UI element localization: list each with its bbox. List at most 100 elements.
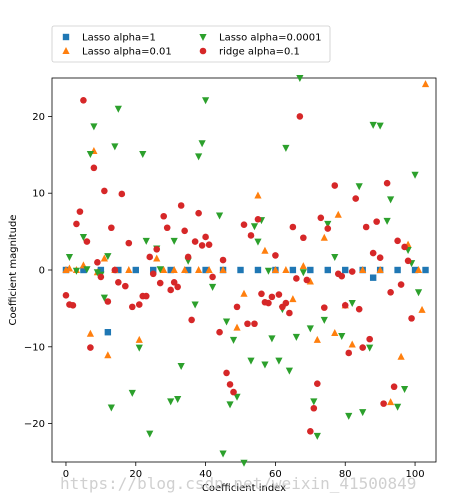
- data-point-circle: [230, 388, 237, 396]
- data-point-circle: [97, 273, 105, 281]
- data-point-triangle-down: [338, 333, 346, 341]
- data-point-circle: [202, 233, 209, 241]
- data-point-triangle-down: [114, 105, 122, 113]
- data-point-square: [237, 266, 244, 274]
- data-point-circle: [76, 208, 84, 215]
- legend-marker-square: [62, 33, 70, 41]
- data-point-circle: [111, 266, 119, 274]
- data-point-circle: [142, 292, 150, 300]
- data-point-triangle-down: [93, 269, 101, 277]
- data-point-circle: [184, 253, 192, 261]
- data-point-circle: [272, 252, 279, 259]
- data-point-triangle-up: [359, 266, 367, 273]
- data-point-square: [307, 266, 314, 274]
- data-point-square: [167, 266, 174, 274]
- data-point-circle: [394, 237, 401, 245]
- data-point-triangle-up: [100, 254, 108, 262]
- data-point-circle: [341, 302, 349, 309]
- data-point-circle: [307, 427, 314, 435]
- data-point-triangle-down: [139, 151, 147, 159]
- data-point-circle: [149, 270, 157, 278]
- data-point-triangle-down: [366, 344, 374, 352]
- data-point-circle: [314, 380, 321, 387]
- data-point-circle: [373, 218, 380, 225]
- data-point-circle: [87, 344, 94, 351]
- data-point-circle: [198, 242, 206, 249]
- data-point-triangle-down: [275, 357, 283, 365]
- data-point-triangle-up: [261, 246, 269, 254]
- data-point-triangle-up: [376, 266, 384, 273]
- data-point-triangle-up: [421, 80, 430, 88]
- data-point-circle: [408, 315, 415, 322]
- x-tick-label: 60: [269, 469, 282, 480]
- legend-marker-triangle-down: [199, 34, 207, 41]
- x-tick-label: 20: [129, 469, 142, 480]
- data-point-square: [150, 266, 157, 274]
- data-point-triangle-down: [355, 183, 363, 191]
- data-point-triangle-up: [387, 398, 395, 406]
- data-point-circle: [338, 272, 346, 280]
- data-point-triangle-down: [107, 404, 115, 412]
- data-point-triangle-down: [414, 289, 423, 297]
- data-point-triangle-up: [135, 335, 143, 343]
- data-point-triangle-down: [310, 398, 318, 406]
- data-point-triangle-down: [135, 344, 143, 352]
- data-point-triangle-down: [111, 143, 119, 151]
- data-point-circle: [286, 309, 293, 317]
- data-point-triangle-down: [142, 237, 150, 245]
- data-point-triangle-down: [233, 393, 241, 401]
- data-point-triangle-up: [289, 295, 297, 303]
- data-point-triangle-down: [226, 401, 234, 409]
- data-point-circle: [104, 298, 112, 305]
- data-point-circle: [122, 282, 129, 290]
- data-point-circle: [275, 291, 283, 298]
- data-point-triangle-down: [313, 432, 321, 440]
- data-point-triangle-down: [79, 233, 88, 241]
- data-point-circle: [118, 190, 126, 198]
- data-point-triangle-down: [156, 266, 164, 274]
- axes: 0 20 40 60 80 100 −20 −10 0 10 20: [24, 112, 425, 480]
- data-point-circle: [345, 349, 353, 357]
- data-marks: [62, 75, 430, 467]
- data-point-triangle-down: [229, 336, 238, 344]
- y-tick-label: 10: [32, 189, 45, 200]
- data-point-circle: [170, 278, 178, 286]
- data-point-triangle-down: [215, 212, 224, 220]
- data-point-circle: [331, 182, 339, 189]
- data-point-circle: [101, 187, 108, 195]
- data-point-circle: [156, 279, 164, 287]
- data-point-circle: [80, 96, 87, 104]
- data-point-circle: [247, 232, 255, 239]
- data-point-square: [394, 266, 401, 274]
- data-point-circle: [359, 344, 366, 351]
- data-point-triangle-up: [219, 266, 227, 273]
- data-point-circle: [160, 212, 168, 220]
- data-point-circle: [146, 253, 154, 261]
- legend-label: Lasso alpha=0.01: [82, 47, 172, 58]
- data-point-triangle-down: [202, 97, 210, 105]
- data-point-triangle-down: [299, 269, 307, 277]
- data-point-circle: [303, 276, 311, 284]
- data-point-triangle-down: [65, 253, 74, 261]
- data-point-triangle-down: [359, 409, 367, 417]
- data-point-circle: [383, 179, 391, 187]
- data-point-square: [342, 266, 349, 274]
- data-point-triangle-down: [208, 283, 217, 291]
- data-point-circle: [62, 292, 70, 299]
- data-point-circle: [268, 293, 276, 301]
- data-point-triangle-up: [282, 266, 290, 273]
- x-tick-label: 100: [406, 469, 425, 480]
- data-point-triangle-up: [160, 266, 168, 273]
- data-point-circle: [265, 299, 272, 307]
- data-point-circle: [362, 223, 370, 231]
- data-point-circle: [397, 281, 405, 288]
- data-point-square: [369, 274, 377, 281]
- x-axis-label: Coefficient index: [202, 483, 286, 494]
- legend-marker-circle: [199, 47, 207, 55]
- data-point-triangle-up: [195, 266, 203, 273]
- data-point-square: [422, 266, 429, 274]
- data-point-circle: [258, 290, 265, 298]
- data-point-square: [324, 266, 331, 274]
